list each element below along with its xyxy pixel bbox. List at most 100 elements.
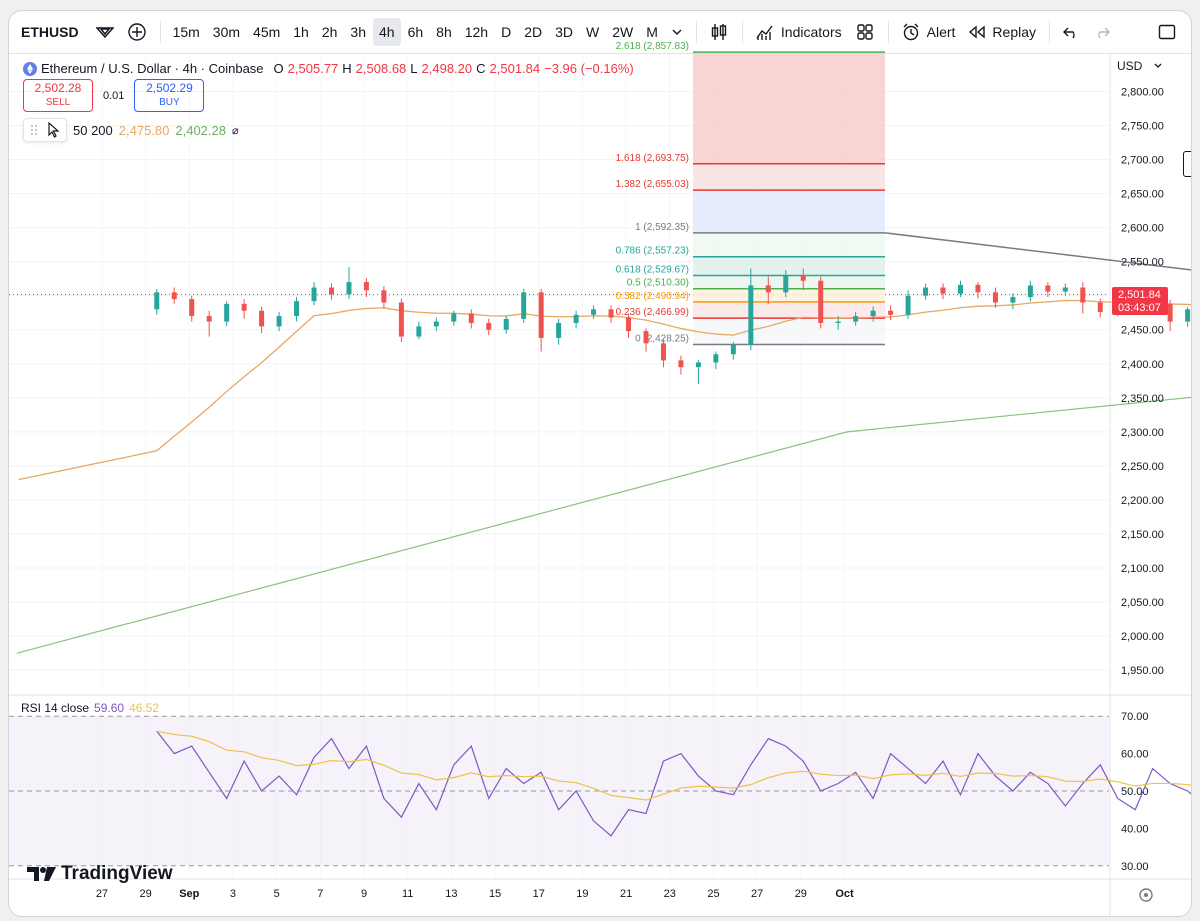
candle-body[interactable] bbox=[521, 292, 527, 319]
candle-body[interactable] bbox=[695, 362, 701, 368]
candle-body[interactable] bbox=[660, 343, 666, 361]
candle-body[interactable] bbox=[1027, 285, 1033, 298]
candle-body[interactable] bbox=[1045, 285, 1051, 292]
candle-body[interactable] bbox=[853, 316, 859, 322]
candle-body[interactable] bbox=[870, 310, 876, 317]
indicators-button[interactable]: Indicators bbox=[749, 18, 848, 46]
candle-body[interactable] bbox=[1167, 303, 1173, 322]
candle-body[interactable] bbox=[888, 310, 894, 315]
candle-body[interactable] bbox=[940, 287, 946, 294]
rsi-ma-line[interactable] bbox=[156, 730, 1191, 816]
candle-body[interactable] bbox=[451, 313, 457, 322]
interval-m[interactable]: M bbox=[646, 24, 658, 40]
candle-body[interactable] bbox=[957, 284, 963, 294]
currency-selector[interactable]: USD bbox=[1117, 59, 1162, 73]
candle-body[interactable] bbox=[591, 309, 597, 315]
candle-body[interactable] bbox=[678, 360, 684, 368]
candle-body[interactable] bbox=[224, 303, 230, 322]
fib-extension[interactable]: 2.618 (2,857.83) 1.618 (2,693.75) 1.382 (2… bbox=[616, 41, 885, 346]
candle-body[interactable] bbox=[975, 284, 981, 293]
candle-body[interactable] bbox=[433, 321, 439, 327]
candle-body[interactable] bbox=[328, 287, 334, 295]
candle-body[interactable] bbox=[730, 344, 736, 355]
candle-body[interactable] bbox=[311, 287, 317, 302]
candle-type-icon[interactable] bbox=[703, 18, 735, 46]
interval-8h[interactable]: 8h bbox=[436, 24, 452, 40]
time-axis[interactable]: 27 29 Sep 3 5 7 9 11 13 15 17 19 21 23 25 27 29 Oct bbox=[96, 888, 1153, 902]
chart-canvas[interactable]: 2.618 (2,857.83) 1.618 (2,693.75) 1.382 (2… bbox=[9, 11, 1191, 916]
candle-body[interactable] bbox=[748, 285, 754, 345]
candle-body[interactable] bbox=[398, 302, 404, 337]
candle-body[interactable] bbox=[1010, 297, 1016, 303]
candle-body[interactable] bbox=[1097, 302, 1103, 313]
interval-dropdown-icon[interactable] bbox=[665, 18, 689, 46]
ma200-path[interactable] bbox=[16, 337, 1191, 654]
candle-body[interactable] bbox=[503, 318, 509, 330]
candle-body[interactable] bbox=[538, 292, 544, 338]
candle-body[interactable] bbox=[626, 317, 632, 332]
tradingview-logo[interactable]: TradingView bbox=[27, 863, 173, 885]
interval-4h[interactable]: 4h bbox=[373, 18, 401, 46]
candle-body[interactable] bbox=[1080, 287, 1086, 303]
interval-w[interactable]: W bbox=[586, 24, 600, 40]
wave-drawings[interactable]: 12345 bbox=[884, 106, 1191, 691]
candle-body[interactable] bbox=[835, 321, 841, 323]
ma50-line[interactable] bbox=[18, 289, 1191, 481]
interval-2h[interactable]: 2h bbox=[321, 24, 338, 40]
interval-1h[interactable]: 1h bbox=[293, 24, 309, 40]
candle-body[interactable] bbox=[171, 292, 177, 300]
replay-button[interactable]: Replay bbox=[962, 18, 1042, 46]
right-panel-handle[interactable] bbox=[1183, 151, 1191, 177]
candle-body[interactable] bbox=[468, 313, 474, 323]
candle-body[interactable] bbox=[992, 292, 998, 303]
candle-body[interactable] bbox=[783, 275, 789, 293]
candle-body[interactable] bbox=[556, 322, 562, 338]
candle-body[interactable] bbox=[154, 292, 160, 310]
buy-button[interactable]: 2,502.29 BUY bbox=[134, 79, 205, 112]
interval-30m[interactable]: 30m bbox=[212, 24, 241, 40]
candle-body[interactable] bbox=[294, 301, 300, 317]
candle-body[interactable] bbox=[800, 275, 806, 281]
interval-6h[interactable]: 6h bbox=[407, 24, 424, 40]
interval-15m[interactable]: 15m bbox=[172, 24, 200, 40]
settings-gear-icon[interactable] bbox=[1139, 888, 1153, 902]
candle-body[interactable] bbox=[765, 285, 771, 293]
candle-body[interactable] bbox=[905, 295, 911, 315]
interval-2w[interactable]: 2W bbox=[612, 24, 634, 40]
interval-d[interactable]: D bbox=[501, 24, 512, 40]
candle-body[interactable] bbox=[189, 299, 195, 317]
candle-body[interactable] bbox=[818, 280, 824, 323]
candle-body[interactable] bbox=[241, 303, 247, 311]
redo-icon[interactable] bbox=[1087, 18, 1117, 46]
alert-button[interactable]: Alert bbox=[895, 18, 962, 46]
candle-body[interactable] bbox=[346, 282, 352, 295]
layout-grid-icon[interactable] bbox=[849, 18, 881, 46]
interval-3d[interactable]: 3D bbox=[555, 24, 574, 40]
drag-handle[interactable] bbox=[23, 118, 67, 142]
interval-2d[interactable]: 2D bbox=[524, 24, 543, 40]
ma200-line[interactable] bbox=[16, 337, 1191, 654]
symbol-search-button[interactable]: ETHUSD bbox=[21, 24, 79, 40]
hide-eye-icon[interactable]: ⌀ bbox=[231, 124, 239, 137]
candle-body[interactable] bbox=[259, 310, 265, 327]
undo-icon[interactable] bbox=[1056, 18, 1086, 46]
price-axis[interactable]: 2,800.00 2,750.00 2,700.00 2,650.00 2,600.00… bbox=[1121, 86, 1164, 677]
candle-body[interactable] bbox=[608, 309, 614, 318]
candle-body[interactable] bbox=[276, 316, 282, 327]
ma50-path[interactable] bbox=[18, 289, 1191, 481]
candle-body[interactable] bbox=[923, 287, 929, 296]
sell-button[interactable]: 2,502.28 SELL bbox=[23, 79, 93, 112]
interval-12h[interactable]: 12h bbox=[464, 24, 489, 40]
candle-body[interactable] bbox=[416, 326, 422, 337]
rsi-line[interactable] bbox=[156, 730, 1191, 851]
interval-3h[interactable]: 3h bbox=[350, 24, 366, 40]
candle-body[interactable] bbox=[486, 322, 492, 330]
candle-body[interactable] bbox=[363, 282, 369, 291]
candle-body[interactable] bbox=[206, 316, 212, 322]
candle-body[interactable] bbox=[1185, 309, 1191, 322]
compare-add-icon[interactable] bbox=[121, 18, 153, 46]
candle-body[interactable] bbox=[1062, 287, 1068, 292]
wave-trendline[interactable] bbox=[884, 232, 1191, 345]
fullscreen-icon[interactable] bbox=[1151, 18, 1183, 46]
